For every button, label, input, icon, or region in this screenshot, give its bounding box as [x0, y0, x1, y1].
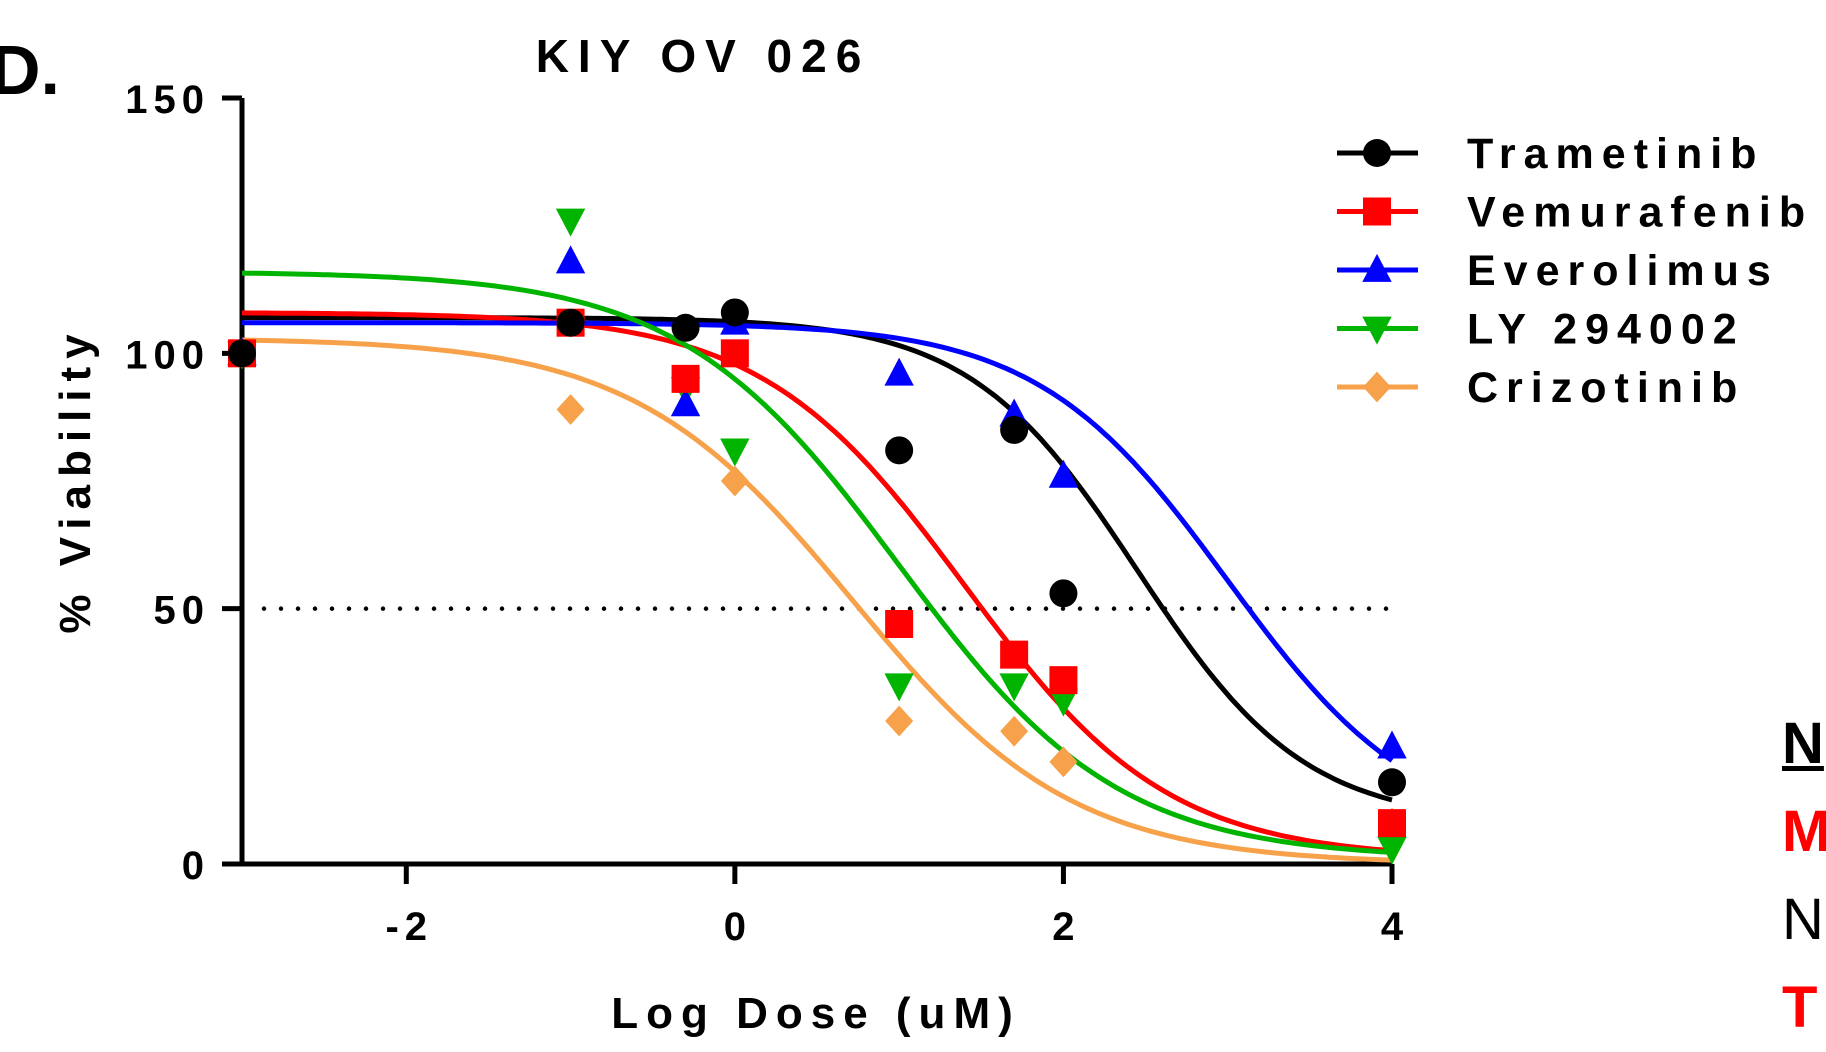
data-points: [227, 208, 1407, 865]
panel-label: D.: [0, 31, 60, 109]
data-point: [671, 313, 700, 342]
data-point: [884, 673, 914, 702]
data-point: [720, 438, 750, 467]
y-tick-label: 150: [125, 78, 210, 122]
fit-curve: [241, 337, 1393, 863]
y-tick-label: 50: [154, 589, 211, 633]
data-point: [228, 339, 256, 368]
data-point: [884, 357, 914, 386]
data-point: [720, 298, 749, 327]
x-axis-label: Log Dose (uM): [611, 989, 1021, 1038]
data-point: [720, 339, 749, 368]
data-point: [556, 308, 585, 337]
data-point: [1048, 688, 1079, 717]
data-point: [1000, 640, 1029, 669]
data-point: [1000, 415, 1029, 444]
legend-label: Crizotinib: [1467, 364, 1745, 412]
chart-title: KIY OV 026: [536, 30, 871, 82]
fit-curves: [241, 270, 1394, 863]
data-point: [885, 609, 914, 638]
x-tick-label: 2: [1052, 905, 1080, 949]
data-point: [1049, 579, 1078, 608]
side-note: N: [1782, 711, 1824, 776]
data-point: [1363, 197, 1391, 226]
data-point: [885, 436, 914, 465]
side-note: T: [1782, 975, 1818, 1040]
legend-label: Vemurafenib: [1467, 189, 1813, 237]
fit-curve: [241, 270, 1393, 855]
data-point: [885, 705, 914, 737]
data-point: [1362, 316, 1392, 345]
data-point: [1049, 746, 1078, 778]
data-point: [1000, 715, 1029, 747]
data-point: [1048, 459, 1079, 488]
legend: Trametinib Vemurafenib Everolimus LY 294002…: [1337, 130, 1813, 412]
y-axis-label: % Viability: [51, 326, 100, 633]
legend-label: LY 294002: [1467, 306, 1745, 354]
data-point: [1362, 253, 1392, 282]
y-tick-label: 0: [182, 844, 210, 888]
data-point: [720, 465, 749, 497]
data-point: [671, 364, 700, 393]
data-point: [555, 245, 586, 274]
legend-label: Trametinib: [1467, 130, 1764, 178]
x-tick-label: 0: [724, 905, 752, 949]
y-tick-label: 100: [125, 333, 210, 377]
data-point: [1378, 809, 1406, 838]
data-point: [1377, 836, 1407, 865]
data-point: [1377, 730, 1407, 759]
side-notes: N M N T: [1782, 700, 1826, 1052]
data-point: [1378, 768, 1406, 797]
data-point: [670, 388, 701, 417]
legend-label: Everolimus: [1467, 247, 1779, 295]
data-point: [999, 673, 1029, 702]
fit-curve: [242, 320, 1394, 763]
side-note: M: [1782, 799, 1826, 864]
fit-curve: [241, 310, 1393, 854]
x-tick-label: -2: [385, 905, 433, 949]
data-point: [1363, 139, 1391, 167]
data-point: [555, 208, 586, 237]
side-note: N: [1782, 887, 1824, 952]
x-tick-label: 4: [1381, 905, 1409, 949]
data-point: [556, 394, 585, 425]
data-point: [1363, 371, 1391, 403]
data-point: [1049, 666, 1078, 695]
